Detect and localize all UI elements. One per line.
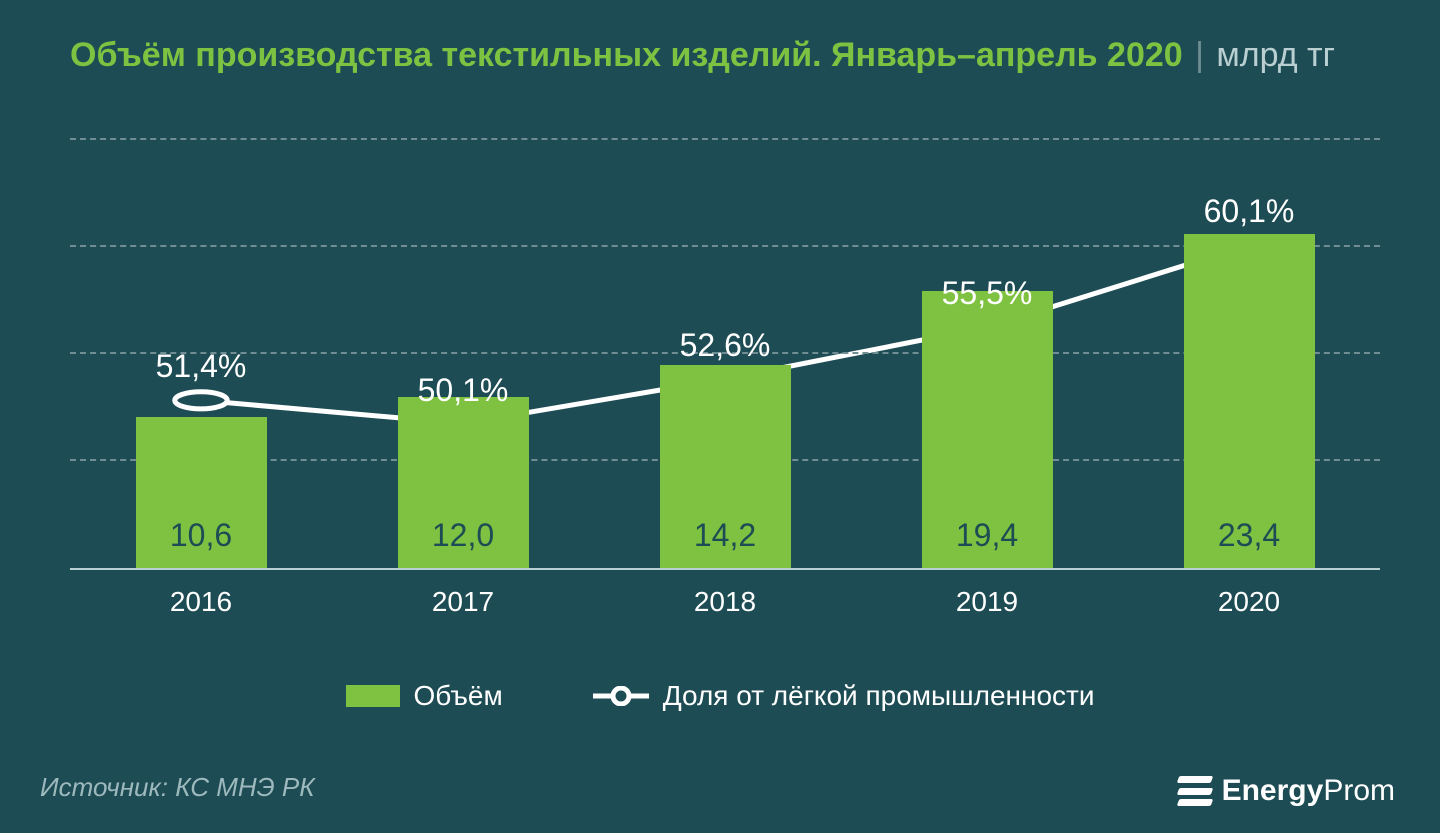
- bar-value: 23,4: [1184, 517, 1315, 554]
- grid-line: [70, 138, 1380, 140]
- brand-bold: Energy: [1222, 774, 1324, 807]
- bar-value: 14,2: [660, 517, 791, 554]
- bar: 12,0: [398, 397, 529, 568]
- line-value-label: 60,1%: [1144, 193, 1354, 230]
- brand-icon: [1178, 776, 1212, 806]
- line-value-label: 50,1%: [358, 372, 568, 409]
- title-separator: |: [1195, 36, 1204, 74]
- legend-item-line: Доля от лёгкой промышленности: [593, 680, 1095, 712]
- brand-text: EnergyProm: [1222, 774, 1395, 808]
- bar-value: 10,6: [136, 517, 267, 554]
- chart-unit: млрд тг: [1216, 36, 1335, 74]
- bar: 23,4: [1184, 234, 1315, 568]
- x-axis-label: 2016: [70, 586, 332, 618]
- chart-title: Объём производства текстильных изделий. …: [70, 36, 1183, 74]
- bar: 19,4: [922, 291, 1053, 568]
- brand-light: Prom: [1323, 774, 1395, 807]
- x-axis-label: 2018: [594, 586, 856, 618]
- plot-area: 10,6201612,0201714,2201819,4201923,42020…: [70, 140, 1380, 570]
- bar-value: 12,0: [398, 517, 529, 554]
- source-footer: Источник: КС МНЭ РК: [40, 772, 315, 803]
- legend-bar-label: Объём: [414, 680, 503, 712]
- x-axis-label: 2017: [332, 586, 594, 618]
- line-value-label: 51,4%: [96, 348, 306, 385]
- bar: 14,2: [660, 365, 791, 568]
- chart-area: 10,6 2016 12,0 2017 14,2 2018 19,4 2019 23,4 2020…: [70, 140, 1380, 630]
- x-axis-label: 2020: [1118, 586, 1380, 618]
- legend-bar-swatch: [346, 685, 400, 707]
- legend-line-label: Доля от лёгкой промышленности: [663, 680, 1095, 712]
- bar: 10,6: [136, 417, 267, 568]
- legend-item-bar: Объём: [346, 680, 503, 712]
- chart-header: Объём производства текстильных изделий. …: [0, 0, 1440, 95]
- legend: Объём Доля от лёгкой промышленности: [0, 680, 1440, 712]
- line-value-label: 52,6%: [620, 327, 830, 364]
- legend-line-swatch: [593, 686, 649, 706]
- line-value-label: 55,5%: [882, 275, 1092, 312]
- bar-value: 19,4: [922, 517, 1053, 554]
- x-axis-label: 2019: [856, 586, 1118, 618]
- brand-logo: EnergyProm: [1178, 774, 1395, 808]
